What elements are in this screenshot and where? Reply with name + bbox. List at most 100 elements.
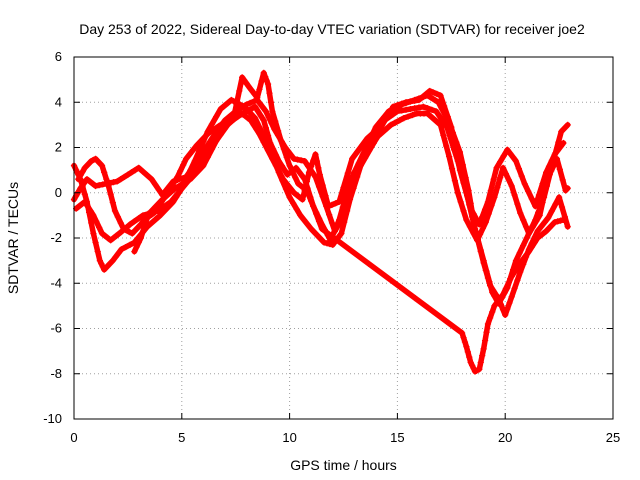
data-point	[541, 219, 548, 226]
data-point	[394, 102, 401, 109]
data-point	[152, 216, 160, 223]
data-point	[400, 114, 407, 122]
data-point	[313, 157, 321, 165]
data-point	[533, 218, 540, 225]
data-point	[433, 90, 441, 98]
data-point	[101, 266, 108, 273]
y-axis-label: SDTVAR / TECUs	[5, 182, 21, 294]
data-point	[213, 137, 220, 144]
data-point	[415, 104, 423, 111]
data-point	[230, 114, 237, 122]
data-point	[517, 268, 524, 276]
data-point	[508, 293, 515, 300]
data-point	[433, 108, 440, 115]
data-point	[415, 96, 423, 104]
data-point	[389, 103, 397, 110]
series-layer	[70, 69, 571, 375]
data-point	[481, 337, 489, 344]
data-point	[200, 134, 208, 141]
data-point	[484, 320, 492, 328]
data-point	[162, 191, 170, 199]
data-point	[96, 257, 103, 264]
data-point	[316, 234, 323, 242]
data-point	[464, 192, 471, 199]
data-point	[428, 106, 435, 113]
data-point	[504, 305, 511, 312]
data-point	[529, 224, 536, 231]
x-tick-label: 0	[70, 430, 77, 445]
data-point	[320, 239, 328, 246]
data-point	[563, 185, 571, 193]
data-point	[200, 162, 207, 169]
data-point	[172, 193, 179, 200]
data-point	[365, 260, 372, 267]
data-point	[488, 202, 495, 209]
data-point	[506, 299, 513, 306]
data-point	[301, 157, 308, 165]
data-point	[253, 126, 260, 133]
data-point	[144, 172, 151, 179]
data-point	[96, 182, 103, 189]
data-point	[272, 151, 280, 159]
data-point	[556, 194, 563, 201]
data-point	[98, 260, 105, 267]
data-point	[131, 218, 138, 225]
data-point	[511, 268, 518, 276]
series-line	[71, 97, 571, 244]
data-point	[148, 219, 155, 227]
data-point	[252, 114, 259, 122]
data-point	[340, 212, 347, 219]
data-point	[487, 282, 494, 289]
data-point	[287, 151, 295, 159]
data-point	[343, 197, 351, 205]
data-point	[460, 207, 467, 214]
data-point	[90, 212, 97, 219]
data-point	[437, 121, 444, 128]
data-point	[245, 83, 252, 90]
data-point	[387, 121, 395, 128]
data-point	[200, 148, 207, 156]
data-point	[497, 174, 504, 181]
data-point	[520, 256, 527, 263]
data-point	[310, 157, 317, 164]
data-point	[318, 225, 326, 233]
data-point	[312, 151, 319, 158]
data-point	[494, 299, 501, 306]
data-point	[480, 259, 487, 266]
data-point	[553, 155, 561, 162]
data-point	[386, 109, 393, 116]
data-point	[448, 124, 455, 131]
data-point	[191, 171, 198, 178]
data-point	[208, 145, 216, 153]
data-point	[92, 239, 99, 246]
data-point	[281, 167, 288, 174]
data-point	[454, 189, 461, 196]
data-point	[392, 119, 399, 126]
data-point	[502, 311, 509, 319]
data-point	[286, 194, 293, 201]
data-point	[195, 155, 203, 162]
data-point	[531, 239, 538, 246]
data-point	[168, 182, 175, 190]
data-point	[482, 267, 489, 274]
data-point	[497, 295, 504, 302]
data-point	[278, 162, 285, 169]
data-point	[407, 105, 414, 113]
data-point	[443, 142, 450, 150]
data-point	[118, 246, 125, 253]
data-point	[411, 97, 418, 104]
data-point	[479, 213, 486, 220]
data-point	[163, 201, 170, 208]
data-point	[446, 153, 453, 160]
data-point	[272, 118, 279, 125]
data-point	[303, 178, 310, 185]
data-point	[103, 180, 110, 187]
data-point	[433, 118, 440, 125]
axis-layer: 0 5 10 15 20 25 -10 -8 -6 -4 -2 0 2 4 6	[43, 49, 620, 445]
x-tick-label: 15	[390, 430, 404, 445]
data-point	[451, 177, 458, 184]
data-point	[252, 103, 259, 110]
data-point	[183, 155, 190, 162]
data-point	[110, 179, 117, 186]
data-point	[457, 198, 464, 205]
